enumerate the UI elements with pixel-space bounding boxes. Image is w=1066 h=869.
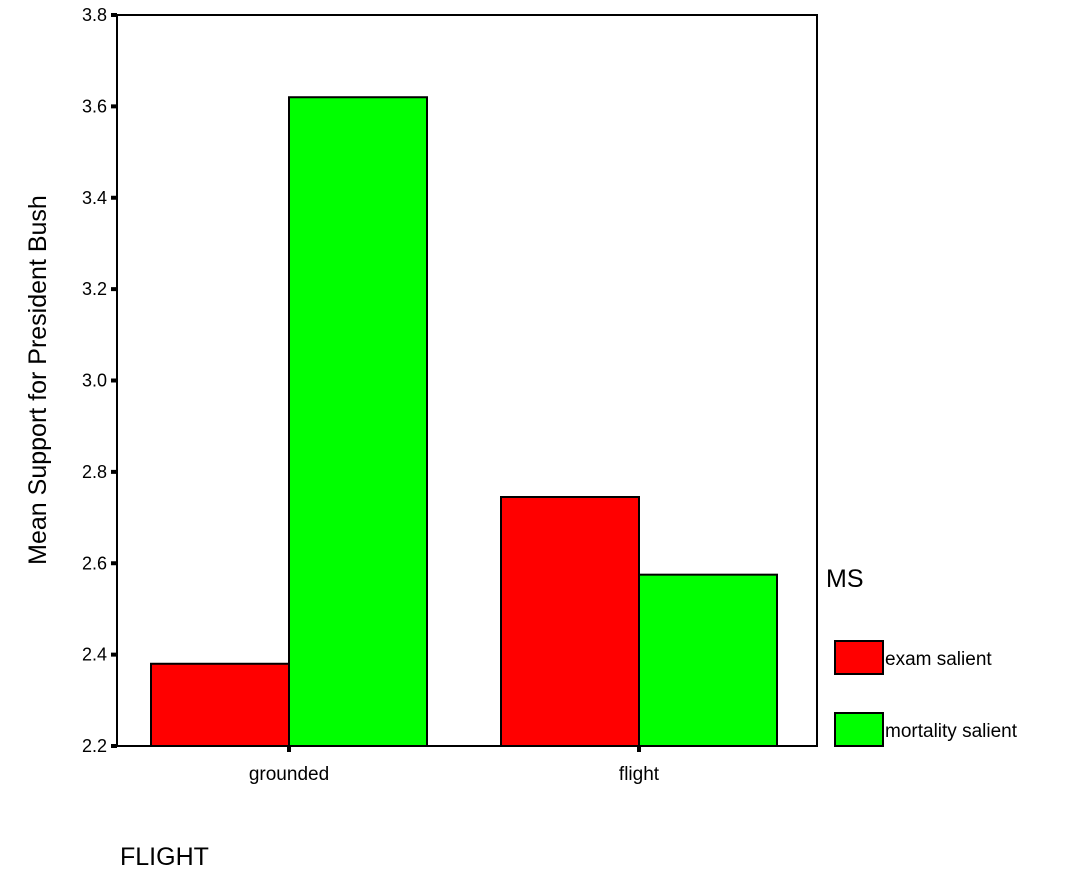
legend-label: exam salient — [885, 649, 992, 670]
legend-label: mortality salient — [885, 721, 1018, 742]
legend-swatch — [834, 640, 884, 675]
y-tick-label: 3.6 — [82, 96, 107, 116]
y-axis-title: Mean Support for President Bush — [24, 195, 52, 565]
y-tick-label: 3.4 — [82, 188, 107, 208]
x-category-label: grounded — [249, 764, 329, 785]
legend-title: MS — [826, 565, 864, 593]
y-tick-label: 2.2 — [82, 736, 107, 756]
bar-grounded-mortality-salient — [288, 96, 428, 748]
x-axis-title: FLIGHT — [120, 843, 209, 869]
legend-swatch — [834, 712, 884, 747]
y-tick-label: 2.4 — [82, 645, 107, 665]
legend-items: exam salient mortality salient — [834, 640, 1018, 747]
y-tick-label: 2.8 — [82, 462, 107, 482]
y-tick-label: 2.6 — [82, 553, 107, 573]
legend: MS exam salient mortality salient — [826, 565, 1018, 747]
bars-layer — [150, 96, 778, 748]
x-axis: grounded flight — [249, 746, 660, 785]
y-tick-label: 3.0 — [82, 371, 107, 391]
bar-flight-exam-salient — [500, 496, 640, 747]
x-category-label: flight — [619, 764, 660, 785]
y-tick-label: 3.8 — [82, 5, 107, 25]
y-tick-label: 3.2 — [82, 279, 107, 299]
y-axis: 2.2 2.4 2.6 2.8 3.0 3.2 3.4 3.6 3.8 — [82, 5, 117, 756]
bar-flight-mortality-salient — [638, 573, 778, 747]
bar-grounded-exam-salient — [150, 662, 290, 748]
